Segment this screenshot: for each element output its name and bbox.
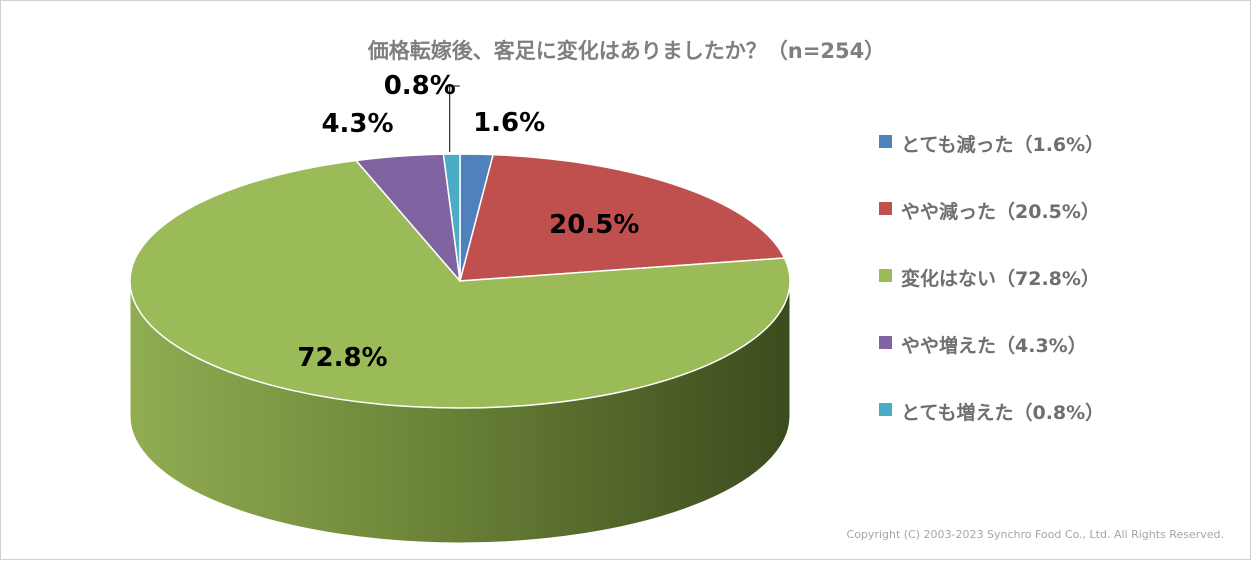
legend-label: とても増えた（0.8%） xyxy=(901,402,1105,424)
legend-label: やや増えた（4.3%） xyxy=(901,335,1087,357)
data-label: 4.3% xyxy=(321,109,394,140)
chart-title: 価格転嫁後、客足に変化はありましたか？（n=254） xyxy=(367,39,886,63)
legend-swatch xyxy=(879,202,892,215)
pie-leaders xyxy=(449,85,460,153)
data-label: 20.5% xyxy=(549,209,640,240)
legend-label: とても減った（1.6%） xyxy=(901,134,1105,156)
data-label: 72.8% xyxy=(297,342,388,373)
legend-swatch xyxy=(879,403,892,416)
pie-top xyxy=(129,153,791,409)
legend-swatch xyxy=(879,135,892,148)
pie-slice xyxy=(129,159,791,409)
pie-slice xyxy=(442,153,461,282)
legend-swatch xyxy=(879,336,892,349)
pie-slice xyxy=(459,153,786,282)
legend-label: 変化はない（72.8%） xyxy=(901,268,1100,290)
data-label: 0.8% xyxy=(383,71,456,102)
copyright-text: Copyright (C) 2003-2023 Synchro Food Co.… xyxy=(846,528,1224,541)
legend-swatch xyxy=(879,269,892,282)
leader-line xyxy=(449,85,460,153)
legend-label: やや減った（20.5%） xyxy=(901,201,1100,223)
data-label: 1.6% xyxy=(473,108,546,139)
